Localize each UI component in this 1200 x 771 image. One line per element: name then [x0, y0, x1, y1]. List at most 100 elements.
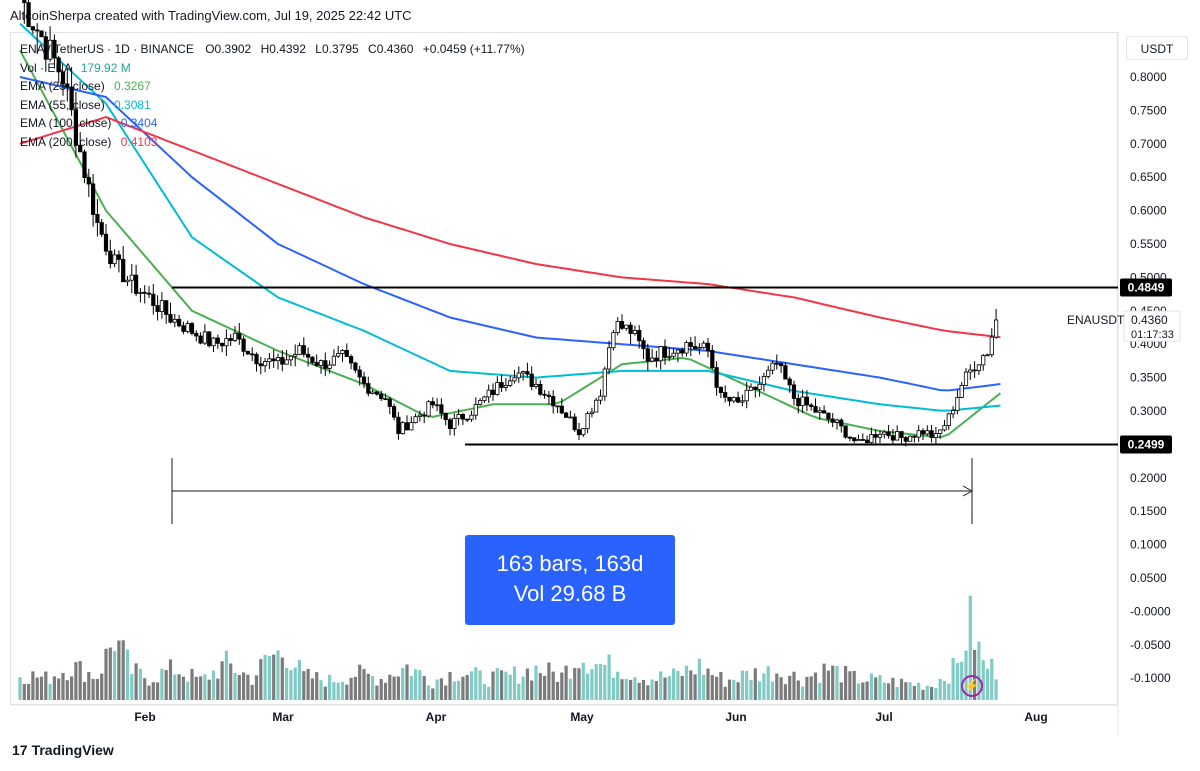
- volume-bar: [289, 670, 293, 700]
- candle-body: [611, 332, 616, 349]
- candle-body: [624, 324, 629, 329]
- volume-bar: [134, 663, 138, 700]
- volume-bar: [740, 670, 744, 700]
- legend-symbol-row: ENA / TetherUS · 1D · BINANCE O0.3902 H0…: [20, 40, 531, 59]
- volume-bar: [332, 682, 336, 700]
- volume-bar: [297, 659, 302, 700]
- candle-body: [525, 371, 530, 375]
- candle-body: [108, 250, 113, 265]
- close-value: C0.4360: [368, 42, 414, 56]
- volume-bar: [551, 671, 555, 700]
- price-tick-label: 0.5500: [1130, 237, 1167, 251]
- legend-ema-row[interactable]: EMA (200, close) 0.4103: [20, 133, 531, 152]
- volume-bar: [985, 668, 990, 700]
- volume-bar: [465, 675, 469, 700]
- volume-bar: [650, 679, 654, 700]
- price-axis: 0.80000.75000.70000.65000.60000.55000.50…: [1130, 70, 1171, 685]
- volume-bar: [143, 678, 147, 700]
- volume-bar: [852, 670, 856, 700]
- candle-body: [443, 412, 448, 421]
- candle-body: [202, 331, 207, 344]
- volume-bar: [861, 682, 865, 700]
- price-candles: [22, 0, 999, 447]
- volume-bar: [930, 686, 934, 700]
- candle-body: [482, 396, 487, 401]
- candle-body: [301, 345, 306, 355]
- candle-body: [981, 355, 986, 366]
- candle-body: [860, 439, 865, 441]
- volume-bar: [70, 676, 74, 700]
- volume-bar: [345, 684, 349, 700]
- volume-bar: [633, 677, 637, 700]
- volume-bar: [310, 678, 314, 700]
- candle-body: [159, 300, 164, 312]
- volume-bar: [362, 668, 366, 700]
- volume-bar: [431, 688, 435, 700]
- candle-body: [882, 431, 887, 435]
- volume-bar: [31, 671, 35, 700]
- volume-bar: [762, 673, 766, 700]
- time-tick-label: Apr: [426, 710, 447, 724]
- candle-body: [555, 405, 560, 408]
- volume-bar: [629, 679, 633, 700]
- candle-body: [151, 293, 156, 306]
- candle-body: [839, 419, 844, 427]
- candle-body: [916, 430, 921, 438]
- candle-body: [43, 36, 48, 60]
- price-tick-label: -0.0500: [1130, 638, 1171, 652]
- candle-body: [125, 279, 130, 283]
- level-price-tag: [1120, 435, 1172, 454]
- price-tick-label: 0.7500: [1130, 103, 1167, 117]
- candle-body: [903, 437, 908, 442]
- candle-body: [783, 365, 788, 380]
- volume-bar: [715, 676, 719, 700]
- candle-body: [323, 360, 328, 369]
- candle-body: [697, 347, 702, 350]
- volume-bar: [590, 669, 594, 700]
- volume-bar: [371, 676, 375, 700]
- candle-body: [533, 383, 539, 387]
- volume-bar: [534, 665, 538, 700]
- candle-body: [409, 422, 414, 431]
- legend-volume-row[interactable]: Vol · ENA 179.92 M: [20, 59, 531, 78]
- volume-bar: [328, 674, 332, 700]
- volume-bar: [727, 679, 732, 700]
- volume-bar: [689, 670, 693, 700]
- candle-body: [219, 342, 225, 347]
- volume-bar: [168, 659, 173, 700]
- tradingview-mark-icon: 17: [12, 742, 28, 758]
- volume-bar: [603, 664, 607, 700]
- volume-bar: [117, 640, 121, 700]
- volume-bar: [491, 671, 495, 700]
- volume-bar: [138, 668, 142, 700]
- volume-bar: [792, 671, 796, 700]
- level-price-text: 0.2499: [1128, 437, 1165, 451]
- volume-bar: [878, 675, 882, 700]
- legend-ema-row[interactable]: EMA (25, close) 0.3267: [20, 77, 531, 96]
- volume-bar: [809, 676, 813, 700]
- volume-bar: [263, 654, 267, 700]
- volume-bar: [934, 688, 938, 700]
- volume-bar: [435, 679, 439, 700]
- candle-body: [955, 397, 960, 411]
- legend-ema-row[interactable]: EMA (100, close) 0.3404: [20, 114, 531, 133]
- volume-bar: [242, 672, 246, 700]
- volume-bar: [973, 649, 977, 700]
- volume-bar: [44, 671, 48, 700]
- volume-bar: [981, 660, 985, 700]
- legend-ema-row[interactable]: EMA (55, close) 0.3081: [20, 96, 531, 115]
- ema-label: EMA (55, close): [20, 97, 105, 112]
- volume-bar: [710, 675, 714, 700]
- price-tick-label: 0.6000: [1130, 204, 1167, 218]
- lightning-icon[interactable]: ⚡: [961, 675, 983, 697]
- tradingview-logo[interactable]: 17 TradingView: [12, 742, 114, 758]
- volume-bar: [315, 672, 319, 700]
- candle-body: [667, 355, 672, 358]
- candle-body: [426, 401, 431, 417]
- candle-body: [340, 350, 345, 354]
- currency-button[interactable]: USDT: [1126, 36, 1188, 60]
- measure-volume-text: Vol 29.68 B: [513, 581, 627, 606]
- candle-body: [138, 291, 143, 294]
- symbol-label[interactable]: ENA / TetherUS · 1D · BINANCE: [20, 42, 194, 56]
